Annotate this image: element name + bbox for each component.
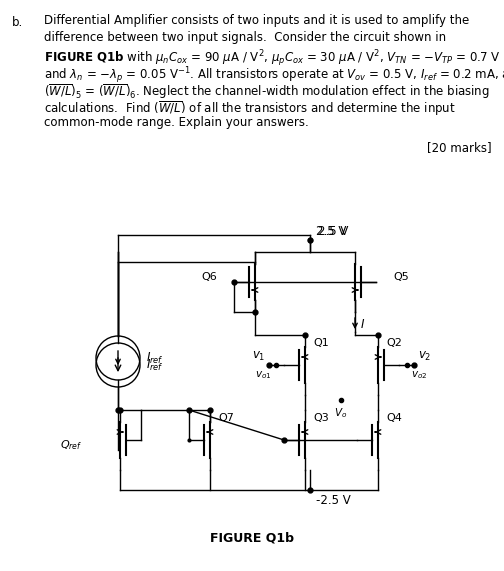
Text: $I_{ref}$: $I_{ref}$ [146, 351, 164, 365]
Text: -2.5 V: -2.5 V [316, 494, 351, 507]
Text: Differential Amplifier consists of two inputs and it is used to amplify the: Differential Amplifier consists of two i… [44, 14, 469, 27]
Text: $v_1$: $v_1$ [251, 350, 265, 363]
Text: calculations.  Find ($\overline{W/L}$) of all the transistors and determine the : calculations. Find ($\overline{W/L}$) of… [44, 99, 456, 118]
Text: $Q_{ref}$: $Q_{ref}$ [59, 438, 82, 452]
Text: and $\lambda_n$ = $-\lambda_p$ = 0.05 V$^{-1}$. All transistors operate at $V_{o: and $\lambda_n$ = $-\lambda_p$ = 0.05 V$… [44, 65, 504, 86]
Text: Q4: Q4 [386, 413, 402, 423]
Text: $\mathbf{FIGURE\ Q1b}$ with $\mu_nC_{ox}$ = 90 $\mu$A / V$^2$, $\mu_pC_{ox}$ = 3: $\mathbf{FIGURE\ Q1b}$ with $\mu_nC_{ox}… [44, 48, 500, 69]
Text: b.: b. [12, 16, 23, 29]
Text: Q1: Q1 [313, 338, 329, 348]
Text: $I_{ref}$: $I_{ref}$ [146, 357, 164, 372]
Text: $v_{o2}$: $v_{o2}$ [411, 369, 427, 381]
Text: 2.5 V: 2.5 V [316, 225, 346, 238]
Text: ($\overline{W/L}$)$_5$ = ($\overline{W/L}$)$_6$. Neglect the channel-width modul: ($\overline{W/L}$)$_5$ = ($\overline{W/L… [44, 82, 490, 101]
Text: [20 marks]: [20 marks] [427, 142, 492, 155]
Text: I: I [361, 317, 364, 331]
Text: Q5: Q5 [393, 272, 409, 282]
Text: $v_{o1}$: $v_{o1}$ [256, 369, 272, 381]
Text: Q6: Q6 [201, 272, 217, 282]
Text: Q3: Q3 [313, 413, 329, 423]
Text: FIGURE Q1b: FIGURE Q1b [210, 532, 294, 545]
Text: difference between two input signals.  Consider the circuit shown in: difference between two input signals. Co… [44, 31, 446, 44]
Text: $V_o$: $V_o$ [334, 406, 348, 420]
Text: Q7: Q7 [218, 413, 234, 423]
Text: common-mode range. Explain your answers.: common-mode range. Explain your answers. [44, 116, 309, 129]
Text: $v_2$: $v_2$ [418, 350, 431, 363]
Text: Q2: Q2 [386, 338, 402, 348]
Text: 2.5 V: 2.5 V [318, 225, 348, 238]
